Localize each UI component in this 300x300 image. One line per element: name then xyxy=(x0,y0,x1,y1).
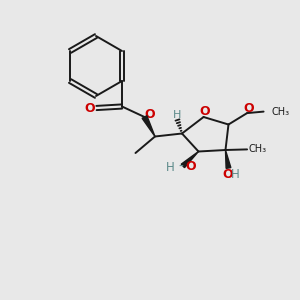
Text: CH₃: CH₃ xyxy=(249,144,267,154)
Text: O: O xyxy=(200,105,210,118)
Text: O: O xyxy=(145,108,155,121)
Text: O: O xyxy=(243,102,254,115)
Polygon shape xyxy=(181,152,199,168)
Text: H: H xyxy=(231,168,239,181)
Text: O: O xyxy=(85,101,95,115)
Polygon shape xyxy=(142,116,155,136)
Text: H: H xyxy=(173,110,182,120)
Polygon shape xyxy=(226,150,231,168)
Text: CH₃: CH₃ xyxy=(271,106,289,117)
Text: H: H xyxy=(166,161,175,174)
Text: O: O xyxy=(223,168,233,181)
Text: -: - xyxy=(178,160,183,173)
Text: O: O xyxy=(185,160,196,173)
